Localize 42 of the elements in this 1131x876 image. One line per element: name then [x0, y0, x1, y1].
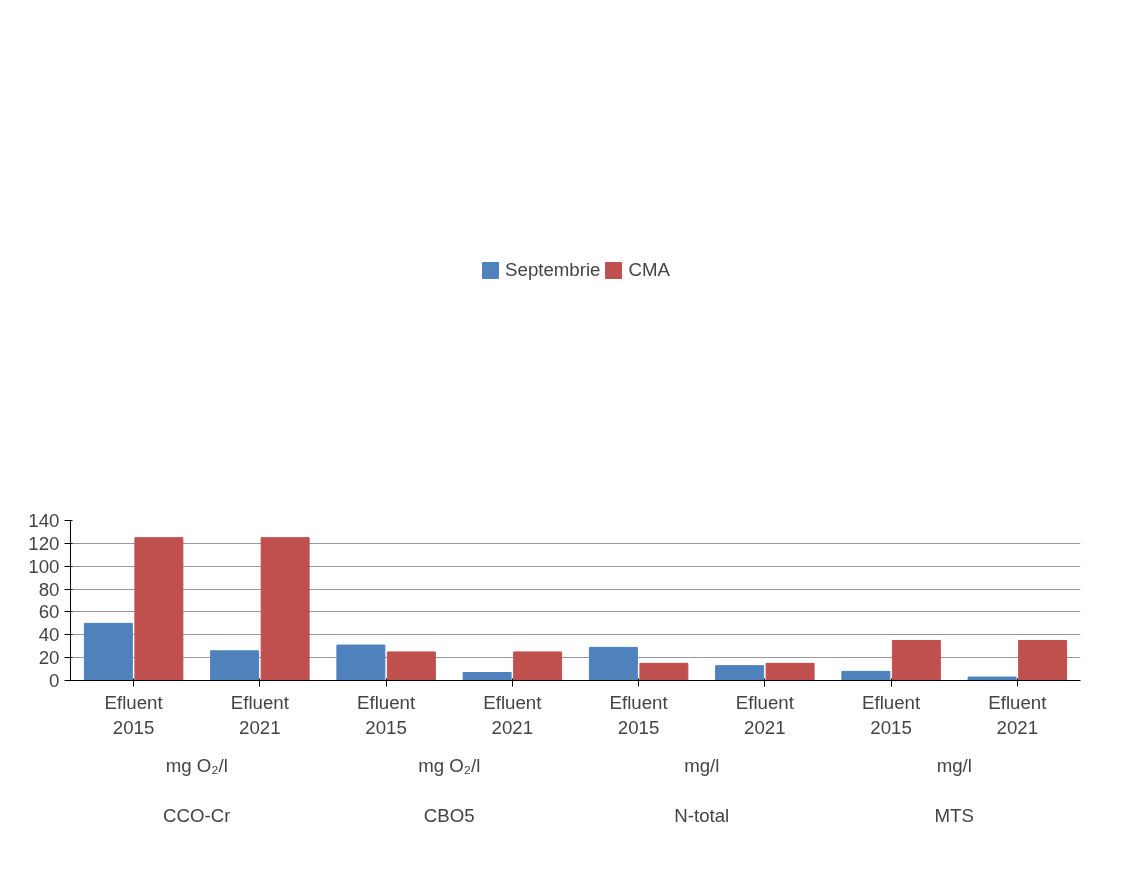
x-tick-label: Efluent 2021 — [230, 691, 290, 738]
y-tick-label: 100 — [28, 555, 60, 577]
bar — [891, 640, 941, 681]
bar — [765, 662, 815, 681]
legend-label: CMA — [628, 259, 670, 281]
x-tick-label: Efluent 2021 — [988, 691, 1048, 738]
text: mg/l — [936, 755, 972, 776]
x-tick-label: Efluent 2021 — [483, 691, 543, 738]
y-tick-label: 0 — [49, 670, 60, 691]
bar — [260, 537, 310, 681]
y-tick-label: 120 — [28, 532, 60, 554]
bar — [210, 650, 260, 681]
y-tick-label: 140 — [28, 510, 60, 531]
legend-label: Septembrie — [505, 259, 601, 281]
x-tick-label: Efluent 2015 — [862, 691, 921, 738]
bar — [1018, 640, 1068, 681]
x-tick-label: Efluent 2021 — [735, 691, 795, 738]
bar — [588, 646, 638, 681]
bar — [715, 665, 765, 681]
bar — [967, 676, 1017, 681]
text: CBO5 — [423, 805, 475, 826]
y-tick-label: 60 — [38, 601, 60, 623]
bar — [83, 622, 133, 681]
text: mg/l — [684, 755, 720, 776]
bar — [841, 670, 891, 681]
text: mg O₂/l — [418, 755, 481, 776]
bar — [462, 672, 512, 681]
y-tick-label: 20 — [38, 647, 60, 669]
bar — [513, 651, 563, 681]
text: CCO-Cr — [163, 805, 231, 826]
bar — [336, 644, 386, 681]
bar — [386, 651, 436, 681]
x-tick-label: Efluent 2015 — [104, 691, 164, 738]
text: MTS — [934, 805, 974, 826]
y-tick-label: 80 — [38, 578, 60, 600]
x-tick-label: Efluent 2015 — [609, 691, 669, 738]
x-tick-label: Efluent 2015 — [357, 691, 416, 738]
bar — [134, 537, 184, 681]
text: mg O₂/l — [165, 755, 228, 776]
y-tick-label: 40 — [38, 624, 60, 646]
text: N-total — [674, 805, 730, 826]
bar — [639, 662, 689, 681]
